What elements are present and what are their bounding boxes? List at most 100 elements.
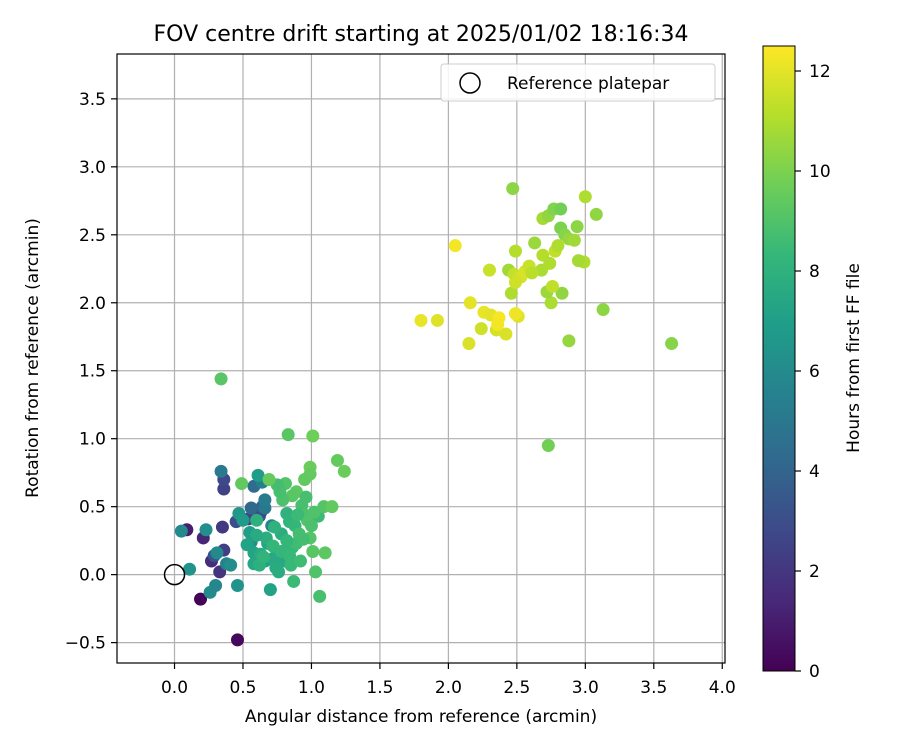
data-point [287, 574, 301, 588]
data-point [258, 493, 272, 507]
data-point [482, 263, 496, 277]
data-point [508, 244, 522, 258]
data-point [578, 190, 592, 204]
data-point [281, 428, 295, 442]
y-tick-label: 3.0 [79, 158, 106, 178]
data-point [504, 286, 518, 300]
data-points [174, 182, 679, 647]
colorbar [762, 45, 796, 672]
data-point [209, 579, 223, 593]
legend-entry-reference-platepar: Reference platepar [507, 74, 669, 94]
data-point [214, 464, 228, 478]
data-point [491, 318, 505, 332]
y-tick-label: −0.5 [65, 634, 106, 654]
data-point [224, 558, 238, 572]
data-point [554, 202, 568, 216]
data-point [272, 565, 286, 579]
colorbar-tick-label: 12 [809, 62, 831, 82]
y-tick-label: 3.5 [79, 90, 106, 110]
data-point [541, 439, 555, 452]
chart-title: FOV centre drift starting at 2025/01/02 … [154, 22, 689, 47]
data-point [183, 562, 197, 576]
x-axis-label: Angular distance from reference (arcmin) [245, 707, 597, 727]
data-point [528, 236, 542, 250]
data-point [231, 579, 245, 593]
data-point [567, 233, 581, 247]
data-point [571, 254, 585, 268]
data-point [299, 490, 313, 504]
y-tick-label: 0.5 [79, 498, 106, 518]
reference-platepar-marker [163, 563, 186, 586]
grid-lines [117, 54, 725, 663]
data-point [474, 322, 488, 336]
data-point [298, 472, 312, 486]
data-point [309, 565, 323, 579]
data-point [337, 464, 351, 478]
data-point [250, 528, 264, 542]
x-tick-label: 2.5 [503, 678, 530, 698]
colorbar-tick-label: 6 [809, 362, 820, 382]
data-point [296, 532, 310, 546]
y-axis-ticks: −0.5 0.0 0.5 1.0 1.5 2.0 2.5 3.0 3.5 [65, 90, 117, 654]
x-tick-label: 0.0 [161, 678, 188, 698]
data-point [430, 313, 444, 327]
x-tick-label: 0.5 [229, 678, 256, 698]
data-point [215, 520, 229, 534]
data-point [214, 372, 228, 386]
data-point [174, 524, 188, 538]
data-point [508, 307, 522, 321]
data-point [291, 508, 305, 522]
data-point [318, 546, 332, 560]
colorbar-tick-label: 2 [809, 562, 820, 582]
data-point [414, 313, 428, 327]
data-point [217, 482, 231, 496]
axes-frame [116, 53, 726, 664]
data-point [562, 334, 576, 348]
data-point [462, 337, 476, 351]
data-point [313, 589, 327, 603]
data-point [463, 296, 477, 310]
data-point [306, 545, 320, 559]
data-point [263, 583, 277, 597]
data-point [589, 207, 603, 221]
data-point [506, 182, 520, 196]
data-point [293, 554, 307, 568]
data-point [283, 549, 297, 563]
x-tick-label: 4.0 [709, 678, 736, 698]
y-tick-label: 1.5 [79, 362, 106, 382]
data-point [525, 266, 539, 280]
colorbar-label: Hours from first FF file [844, 263, 864, 453]
data-point [543, 256, 557, 270]
data-point [244, 501, 258, 515]
data-point [555, 286, 569, 300]
data-point [544, 296, 558, 310]
data-point [257, 550, 271, 564]
data-point [267, 520, 281, 534]
data-point [231, 633, 245, 647]
x-axis-ticks: 0.0 0.5 1.0 1.5 2.0 2.5 3.0 3.5 4.0 [161, 663, 736, 698]
data-point [448, 239, 462, 253]
data-point [199, 523, 213, 537]
y-tick-label: 2.0 [79, 294, 106, 314]
data-point [570, 220, 584, 234]
data-point [235, 477, 249, 491]
legend: Reference platepar [440, 63, 716, 102]
legend-box [440, 63, 716, 102]
x-tick-label: 3.0 [572, 678, 599, 698]
data-point [251, 468, 265, 482]
data-point [545, 279, 559, 293]
data-point [266, 539, 280, 553]
data-point [236, 513, 250, 527]
data-point [262, 472, 276, 486]
data-point [330, 453, 344, 467]
x-tick-label: 1.0 [298, 678, 325, 698]
data-point [596, 303, 610, 317]
x-tick-label: 2.0 [435, 678, 462, 698]
x-tick-label: 1.5 [366, 678, 393, 698]
data-point [307, 505, 321, 519]
y-tick-label: 0.0 [79, 566, 106, 586]
data-point [250, 513, 264, 527]
x-tick-label: 3.5 [640, 678, 667, 698]
data-point [210, 546, 224, 560]
